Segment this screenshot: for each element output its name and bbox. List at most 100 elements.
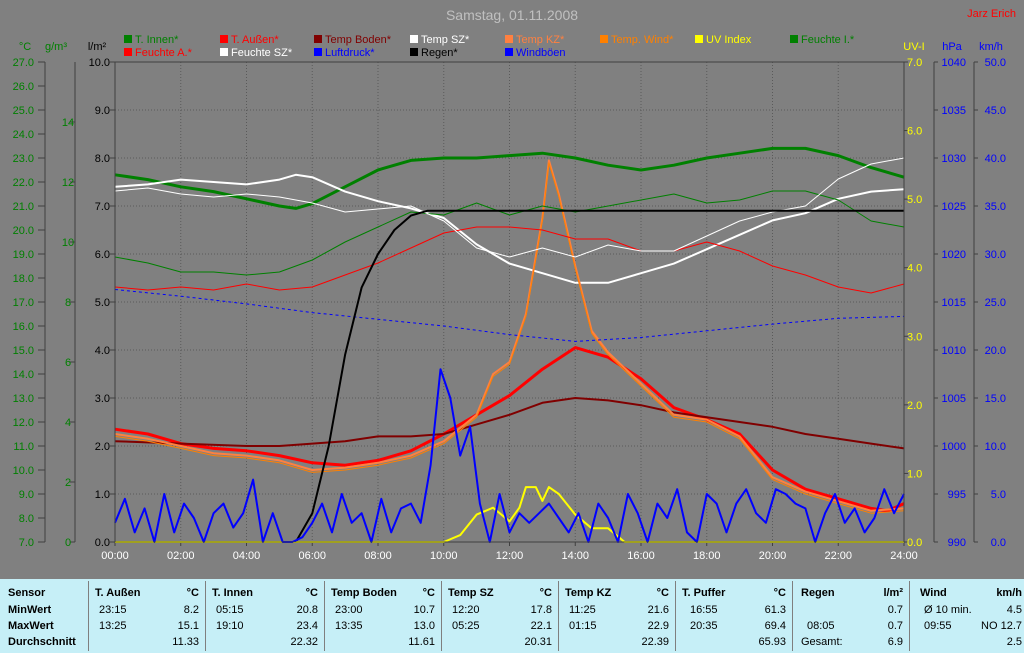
series-line-uv-index (115, 486, 904, 543)
max-value: 69.4 (764, 620, 786, 632)
col-header: Temp Boden (331, 587, 397, 599)
legend: T. Innen* T. Außen* Temp Boden* Temp SZ* Tem… (124, 34, 855, 59)
legend-label: Temp SZ* (421, 34, 470, 46)
min-value: 4.5 (1006, 604, 1022, 616)
tick-label-wind: 30.0 (985, 249, 1006, 261)
tick-label-wind: 10.0 (985, 441, 1006, 453)
legend-swatch (124, 35, 132, 43)
tick-label-temp: 10.0 (13, 465, 34, 477)
tick-label-rain: 10.0 (89, 57, 110, 69)
tick-label-temp: 8.0 (19, 513, 34, 525)
x-tick-label: 22:00 (824, 550, 852, 562)
max-value: 0.7 (887, 620, 903, 632)
axis-unit-uv: UV-I (903, 41, 924, 53)
col-header: Temp SZ (448, 587, 494, 599)
stats-sensor-header: Sensor (8, 587, 46, 599)
series-line-temp-sz (114, 173, 905, 284)
tick-label-rain: 0.0 (95, 537, 110, 549)
col-header: T. Puffer (682, 587, 726, 599)
stats-avg-label: Durchschnitt (8, 636, 76, 648)
avg-value: 22.39 (641, 636, 669, 648)
series-line-feuchte-sz (114, 157, 905, 258)
stats-col-sensor: Sensor MinWert MaxWert Durchschnitt (0, 579, 88, 653)
max-value: 23.4 (296, 620, 318, 632)
series-line-t-innen (114, 146, 905, 210)
stats-col-t-aussen: T. Außen °C 23:15 8.2 13:25 15.1 11.33 (89, 579, 205, 653)
tick-label-pressure: 1015 (942, 297, 966, 309)
tick-label-temp: 11.0 (13, 441, 34, 453)
avg-value: 6.9 (887, 636, 903, 648)
series (114, 146, 905, 543)
series-line-regen (115, 209, 904, 543)
tick-label-wind: 0.0 (991, 537, 1006, 549)
min-time: 16:55 (690, 604, 718, 616)
min-value: 61.3 (764, 604, 786, 616)
stats-col-temp-boden: Temp Boden °C 23:00 10.7 13:35 13.0 11.6… (325, 579, 441, 653)
tick-label-humidity: 10 (62, 237, 74, 249)
legend-label: Feuchte A.* (135, 47, 193, 59)
series-line-t-au-en (114, 346, 905, 513)
col-header: Wind (920, 587, 947, 599)
tick-label-temp: 27.0 (13, 57, 34, 69)
series-line-temp-boden (114, 397, 905, 450)
tick-label-rain: 7.0 (95, 201, 110, 213)
stats-col-t-puffer: T. Puffer °C 16:55 61.3 20:35 69.4 65.93 (676, 579, 792, 653)
max-time: 13:25 (99, 620, 127, 632)
legend-swatch (695, 35, 703, 43)
max-time: 13:35 (335, 620, 363, 632)
x-tick-label: 02:00 (167, 550, 195, 562)
avg-value: 22.32 (290, 636, 318, 648)
col-header: Regen (801, 587, 835, 599)
legend-label: Windböen (516, 47, 566, 59)
tick-label-rain: 8.0 (95, 153, 110, 165)
legend-swatch (124, 48, 132, 56)
legend-label: Temp KZ* (516, 34, 565, 46)
max-time: 09:55 (924, 620, 952, 632)
min-time: 23:15 (99, 604, 127, 616)
max-time: 01:15 (569, 620, 597, 632)
legend-swatch (410, 35, 418, 43)
tick-label-humidity: 12 (62, 177, 74, 189)
stats-separator (909, 581, 910, 651)
max-time: 05:25 (452, 620, 480, 632)
tick-label-wind: 5.0 (991, 489, 1006, 501)
tick-label-temp: 7.0 (19, 537, 34, 549)
avg-value: 11.33 (172, 636, 199, 648)
total-label: Gesamt: (801, 636, 843, 648)
tick-label-pressure: 1010 (942, 345, 966, 357)
tick-label-uv: 2.0 (907, 400, 922, 412)
series-line-feuchte-a (114, 226, 905, 294)
tick-label-temp: 26.0 (13, 81, 34, 93)
x-tick-label: 04:00 (233, 550, 261, 562)
legend-swatch (600, 35, 608, 43)
stats-col-t-innen: T. Innen °C 05:15 20.8 19:10 23.4 22.32 (206, 579, 324, 653)
tick-label-humidity: 4 (65, 417, 71, 429)
x-tick-label: 24:00 (890, 550, 918, 562)
tick-label-rain: 5.0 (95, 297, 110, 309)
legend-swatch (505, 48, 513, 56)
min-time: 05:15 (216, 604, 244, 616)
min-time: Ø 10 min. (924, 604, 972, 616)
tick-label-pressure: 1000 (942, 441, 966, 453)
avg-value: 2.5 (1006, 636, 1022, 648)
col-unit: °C (539, 587, 552, 599)
tick-label-temp: 17.0 (13, 297, 34, 309)
axis-unit-wind: km/h (979, 41, 1003, 53)
stats-separator (324, 581, 325, 651)
x-tick-label: 00:00 (101, 550, 129, 562)
tick-label-temp: 18.0 (13, 273, 34, 285)
author-label: Jarz Erich (967, 8, 1016, 20)
stats-col-regen: Regen l/m² 0.7 08:05 0.7 Gesamt: 6.9 (793, 579, 909, 653)
tick-label-pressure: 1035 (942, 105, 966, 117)
max-value: 15.1 (177, 620, 199, 632)
col-header: Temp KZ (565, 587, 612, 599)
tick-label-temp: 13.0 (13, 393, 34, 405)
tick-label-pressure: 1020 (942, 249, 966, 261)
tick-label-temp: 20.0 (13, 225, 34, 237)
legend-label: UV Index (706, 34, 752, 46)
tick-label-temp: 22.0 (13, 177, 34, 189)
stats-separator (675, 581, 676, 651)
series-line-windb-en (114, 368, 905, 543)
min-time: 12:20 (452, 604, 480, 616)
tick-label-humidity: 8 (65, 297, 71, 309)
